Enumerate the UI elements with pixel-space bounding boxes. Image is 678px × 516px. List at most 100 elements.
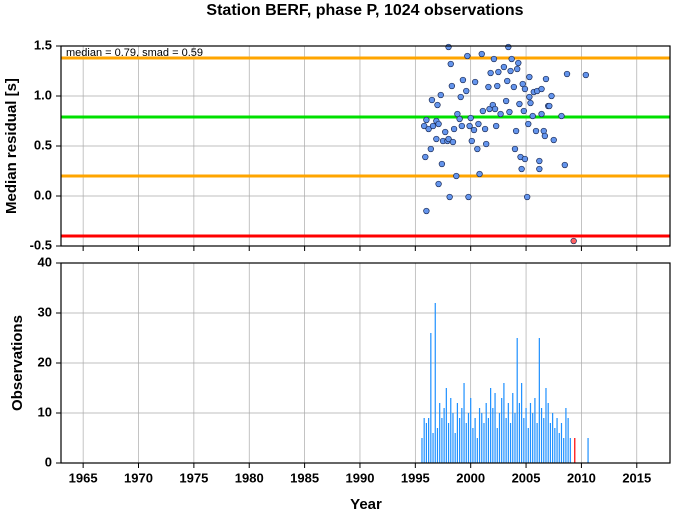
chart-title: Station BERF, phase P, 1024 observations (206, 2, 523, 19)
point (516, 100, 523, 108)
point (570, 237, 577, 245)
point (434, 101, 441, 109)
point (470, 126, 478, 134)
point (425, 125, 432, 133)
bar (514, 413, 516, 463)
bar (512, 393, 514, 463)
x-tick-label: 1990 (346, 470, 375, 485)
point (485, 83, 492, 91)
plot-frame (60, 262, 671, 464)
bar (472, 428, 474, 463)
bar (505, 418, 507, 463)
bar (465, 423, 467, 463)
point (453, 172, 460, 180)
point (514, 65, 521, 73)
bar (534, 398, 536, 463)
point (446, 193, 453, 201)
bar (492, 408, 494, 463)
point (464, 52, 471, 60)
point (546, 102, 553, 110)
point (550, 136, 557, 144)
bar (470, 398, 472, 463)
point (476, 170, 483, 178)
bar (540, 408, 543, 463)
point (435, 180, 442, 188)
x-tick-label: 1970 (124, 470, 153, 485)
bar (490, 388, 492, 463)
point (435, 120, 442, 128)
point (448, 82, 456, 90)
point (433, 135, 440, 143)
bar (503, 383, 505, 463)
point (483, 140, 490, 148)
bar (450, 398, 452, 463)
bar (563, 438, 565, 463)
point (497, 110, 504, 118)
bar (445, 388, 447, 463)
bar (554, 428, 556, 463)
bar (552, 413, 554, 463)
point (494, 82, 501, 90)
point (447, 60, 454, 68)
bar (538, 338, 540, 463)
bar (587, 438, 589, 463)
y-tick-label: 0.0 (34, 187, 52, 202)
bar (421, 438, 423, 463)
point (538, 85, 545, 93)
point (421, 122, 428, 130)
bar (567, 418, 569, 463)
bar (527, 428, 529, 463)
bar (463, 383, 465, 463)
point (524, 193, 531, 201)
point (423, 116, 430, 124)
y-tick-label: 40 (38, 254, 52, 269)
y-tick-label: -0.5 (30, 237, 52, 252)
bar (496, 428, 498, 463)
point (538, 110, 545, 118)
point (512, 127, 520, 135)
point (521, 155, 529, 163)
point (479, 107, 487, 115)
bar (494, 393, 496, 463)
point (468, 137, 475, 145)
point (458, 122, 465, 130)
bar (529, 403, 532, 463)
bar (459, 418, 461, 463)
annotation: median = 0.79, smad = 0.59 (66, 47, 203, 59)
point (510, 83, 518, 91)
point (487, 69, 494, 77)
bar (523, 418, 525, 463)
point (438, 160, 446, 168)
point (563, 70, 571, 78)
bar (476, 438, 478, 463)
point (582, 71, 589, 79)
bar (565, 408, 567, 463)
y-axis-label: Observations (9, 315, 26, 411)
point (542, 75, 550, 83)
x-tick-label: 1985 (290, 470, 319, 485)
bar (432, 433, 434, 463)
point (481, 125, 489, 133)
point (548, 92, 555, 100)
point (529, 112, 536, 120)
point (457, 93, 464, 101)
point (507, 67, 514, 75)
bar (425, 423, 427, 463)
bar (521, 383, 523, 463)
bar (509, 423, 512, 463)
x-tick-label: 1975 (179, 470, 208, 485)
bar (481, 413, 483, 463)
point (511, 145, 519, 153)
plot-frame (60, 45, 671, 247)
y-tick-label: 10 (38, 404, 52, 419)
point (540, 127, 547, 135)
bar (454, 433, 456, 463)
point (474, 145, 481, 153)
point (442, 128, 449, 136)
bar (525, 408, 527, 463)
point (526, 93, 533, 101)
bar (483, 423, 485, 463)
bar (507, 403, 509, 463)
point (478, 50, 485, 58)
point (459, 76, 467, 84)
